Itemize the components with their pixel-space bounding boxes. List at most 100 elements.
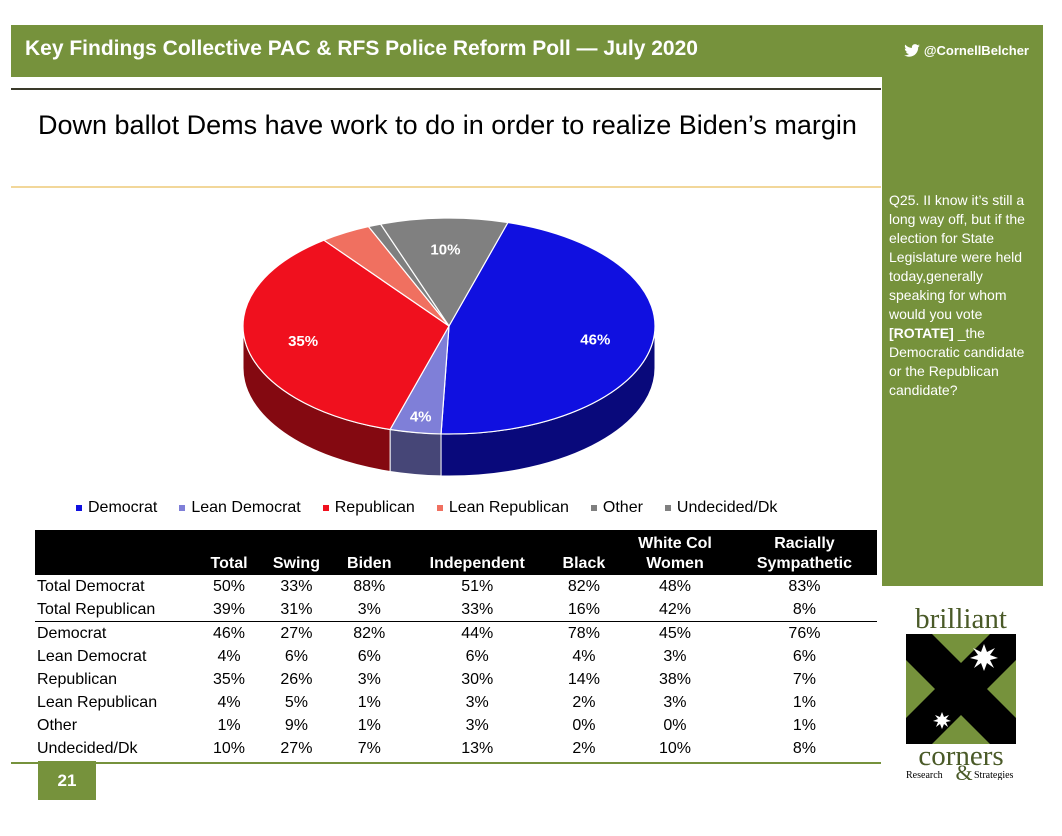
table-cell: 1% [357, 694, 381, 711]
table-cell: 3% [357, 671, 381, 688]
table-row: Total Republican 39% 31% 3% 33% 16% 42% 8% [35, 598, 877, 622]
table-cell: 1% [792, 694, 816, 711]
table-cell: 13% [461, 740, 494, 757]
table-row: Lean Republican 4% 5% 1% 3% 2% 3% 1% [35, 691, 877, 714]
table-cell: 4% [217, 648, 241, 665]
table-cell: 6% [357, 648, 381, 665]
chart-legend: Democrat Lean Democrat Republican Lean Repu… [76, 497, 876, 519]
table-row-label: Lean Republican [37, 694, 158, 711]
table-row-label: Total Republican [37, 601, 156, 618]
table-cell: 51% [461, 578, 494, 595]
twitter-handle-text: @CornellBelcher [923, 43, 1029, 58]
table-cell: 30% [461, 671, 494, 688]
table-cell: 33% [461, 601, 494, 618]
table-cell: 3% [465, 717, 489, 734]
table-cell: 26% [280, 671, 313, 688]
logo-text-corners: corners [918, 740, 1003, 772]
table-cell: 14% [567, 671, 600, 688]
logo-text-research: Research [906, 770, 943, 780]
logo-text-brilliant: brilliant [915, 603, 1007, 635]
legend-swatch-other [590, 505, 597, 511]
pie-slice-republican [242, 239, 450, 431]
legend-label-lean-republican: Lean Republican [448, 499, 569, 516]
legend-label-republican: Republican [334, 499, 415, 516]
question-sidebar: Q25. II know it’s still a long way off, … [882, 77, 1043, 586]
table-cell: 2% [572, 694, 596, 711]
pie-label-democrat: 46% [580, 332, 610, 349]
table-cell: 2% [572, 740, 596, 757]
legend-item-other: Other [590, 497, 643, 519]
table-row: Republican 35% 26% 3% 30% 14% 38% 7% [35, 668, 877, 691]
table-row-label: Other [37, 717, 78, 734]
table-cell: 35% [213, 671, 246, 688]
table-header-cell: Black [549, 530, 619, 575]
table-cell: 3% [465, 694, 489, 711]
table-cell: 46% [199, 621, 260, 645]
table-cell: 1% [357, 717, 381, 734]
table-cell: 33% [280, 578, 313, 595]
bottom-rule [11, 762, 881, 764]
table-header-cell: White Col Women [618, 530, 732, 575]
logo-star-icon [970, 644, 998, 671]
legend-swatch-undecided-dk [664, 505, 671, 511]
table-cell: 27% [280, 740, 313, 757]
question-text-part1: Q25. II know it’s still a long way off, … [889, 192, 1025, 322]
logo-star-small-icon [933, 712, 951, 729]
table-row-label: Republican [37, 671, 118, 688]
table-cell: 50% [213, 578, 246, 595]
logo-text-ampersand: & [955, 760, 972, 780]
table-cell: 42% [658, 601, 691, 618]
slide-title: Down ballot Dems have work to do in orde… [38, 110, 857, 140]
crosstab-table: Total Swing Biden Independent Black White Col… [35, 530, 877, 760]
pie-label-lean-democrat: 4% [410, 408, 432, 425]
table-cell: 6% [792, 648, 816, 665]
pie-label-republican: 35% [288, 333, 318, 350]
table-cell: 4% [572, 648, 596, 665]
table-cell: 44% [404, 621, 550, 645]
table-header-cell: Total [199, 530, 260, 575]
table-cell: 4% [217, 694, 241, 711]
table-header-cell: Racially Sympathetic [731, 530, 877, 575]
table-header-cell: Biden [333, 530, 405, 575]
legend-label-other: Other [602, 499, 643, 516]
table-cell: 9% [284, 717, 308, 734]
brilliant-corners-logo: brilliant corners Research & Strategies [906, 603, 1016, 780]
table-cell: 8% [792, 601, 816, 618]
table-cell: 1% [792, 717, 816, 734]
table-cell: 38% [658, 671, 691, 688]
legend-label-democrat: Democrat [88, 499, 158, 516]
page-number: 21 [38, 761, 96, 800]
logo-text-strategies: Strategies [974, 770, 1014, 780]
table-cell: 7% [792, 671, 816, 688]
question-text-part2: _the Democratic candidate or the Republi… [889, 325, 1025, 398]
table-cell: 10% [658, 740, 691, 757]
table-cell: 39% [213, 601, 246, 618]
table-row: Democrat 46% 27% 82% 44% 78% 45% 76% [35, 621, 877, 645]
question-text-rotate: [ROTATE] [889, 325, 954, 341]
pie-chart: 46% 4% 35% 10% [242, 217, 656, 477]
legend-item-lean-democrat: Lean Democrat [179, 497, 301, 519]
table-cell: 5% [284, 694, 308, 711]
question-text: Q25. II know it’s still a long way off, … [889, 191, 1037, 400]
pie-slice-democrat [440, 221, 656, 435]
table-cell: 6% [284, 648, 308, 665]
legend-item-lean-republican: Lean Republican [436, 497, 569, 519]
table-cell: 83% [788, 578, 821, 595]
table-cell: 0% [572, 717, 596, 734]
pie-chart-area: 46% 4% 35% 10% [66, 196, 856, 496]
header-title: Key Findings Collective PAC & RFS Police… [25, 37, 698, 60]
table-cell: 3% [357, 601, 381, 618]
twitter-handle[interactable]: @CornellBelcher [904, 43, 1029, 58]
table-row: Total Democrat 50% 33% 88% 51% 82% 48% 83% [35, 575, 877, 598]
table-cell: 0% [663, 717, 687, 734]
legend-item-republican: Republican [322, 497, 415, 519]
table-cell: 45% [618, 621, 732, 645]
table-row-label: Total Democrat [37, 578, 145, 595]
table-cell: 3% [663, 694, 687, 711]
legend-swatch-lean-democrat [179, 505, 186, 511]
table-cell: 1% [217, 717, 241, 734]
table-cell: 27% [259, 621, 334, 645]
table-cell: 82% [333, 621, 405, 645]
pie-side-lean-democrat [389, 428, 442, 477]
twitter-bird-icon [904, 44, 920, 57]
